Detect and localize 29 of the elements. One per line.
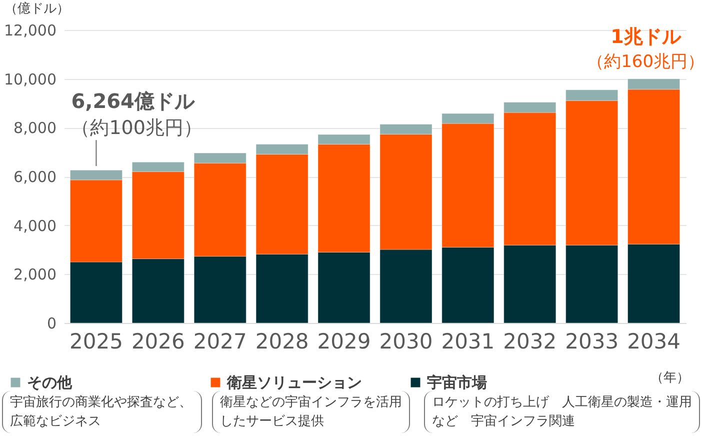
x-tick-label: 2030 <box>379 330 433 354</box>
y-axis-title: （億ドル） <box>4 2 70 16</box>
annotation: （約160兆円） <box>587 52 702 72</box>
x-tick-label: 2025 <box>69 330 123 354</box>
y-tick-label: 10,000 <box>4 70 56 88</box>
y-tick-label: 2,000 <box>14 266 56 284</box>
x-tick-label: 2031 <box>441 330 495 354</box>
annotation: 6,264億ドル <box>71 89 196 114</box>
y-tick-label: 6,000 <box>14 168 56 186</box>
annotation: （約100兆円） <box>71 117 202 140</box>
x-tick-label: 2029 <box>317 330 371 354</box>
y-tick-label: 0 <box>46 314 56 332</box>
x-tick-label: 2033 <box>565 330 619 354</box>
x-tick-label: 2034 <box>627 330 681 354</box>
x-tick-label: 2027 <box>193 330 247 354</box>
annotation: 1兆ドル <box>610 26 682 48</box>
legend-label: その他 <box>27 374 73 392</box>
text: 宇宙旅行の商業化や探査など、広範なビジネス <box>2 391 202 433</box>
text: 衛星などの宇宙インフラを活用したサービス提供 <box>212 391 410 433</box>
x-tick-label: 2028 <box>255 330 309 354</box>
text: ロケットの打ち上げ 人工衛星の製造・運用など 宇宙インフラ関連 <box>424 391 700 433</box>
x-tick-label: 2026 <box>131 330 185 354</box>
y-tick-label: 12,000 <box>4 22 56 40</box>
legend-label: 衛星ソリューション <box>226 374 362 392</box>
x-axis-title: （年） <box>650 370 690 386</box>
x-tick-label: 2032 <box>503 330 557 354</box>
y-tick-label: 8,000 <box>14 119 56 138</box>
legend-label: 宇宙市場 <box>427 374 487 392</box>
y-tick-label: 4,000 <box>14 216 56 235</box>
